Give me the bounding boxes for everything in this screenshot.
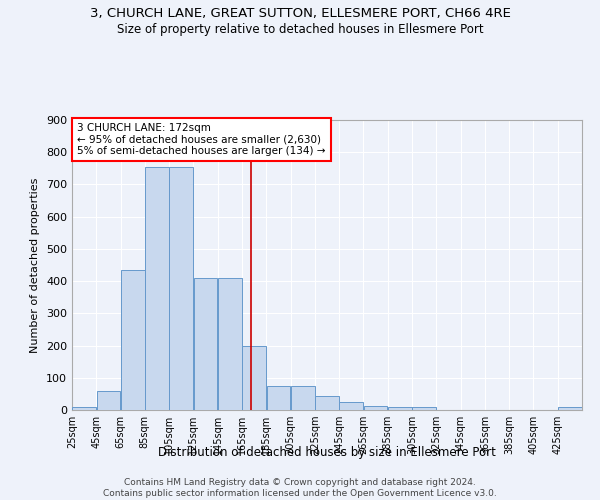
Text: Distribution of detached houses by size in Ellesmere Port: Distribution of detached houses by size … [158, 446, 496, 459]
Bar [145, 166, 169, 410]
Bar [218, 278, 242, 410]
Bar [364, 406, 388, 410]
Bar [558, 408, 581, 410]
Bar [194, 278, 217, 410]
Text: Contains HM Land Registry data © Crown copyright and database right 2024.
Contai: Contains HM Land Registry data © Crown c… [103, 478, 497, 498]
Bar [97, 390, 120, 410]
Bar [242, 346, 266, 410]
Bar [340, 402, 363, 410]
Bar [315, 396, 339, 410]
Bar [291, 386, 314, 410]
Bar [388, 407, 412, 410]
Text: 3, CHURCH LANE, GREAT SUTTON, ELLESMERE PORT, CH66 4RE: 3, CHURCH LANE, GREAT SUTTON, ELLESMERE … [89, 8, 511, 20]
Bar [266, 386, 290, 410]
Bar [73, 407, 96, 410]
Text: 3 CHURCH LANE: 172sqm
← 95% of detached houses are smaller (2,630)
5% of semi-de: 3 CHURCH LANE: 172sqm ← 95% of detached … [77, 123, 326, 156]
Bar [121, 270, 145, 410]
Y-axis label: Number of detached properties: Number of detached properties [31, 178, 40, 352]
Text: Size of property relative to detached houses in Ellesmere Port: Size of property relative to detached ho… [116, 22, 484, 36]
Bar [412, 407, 436, 410]
Bar [169, 166, 193, 410]
